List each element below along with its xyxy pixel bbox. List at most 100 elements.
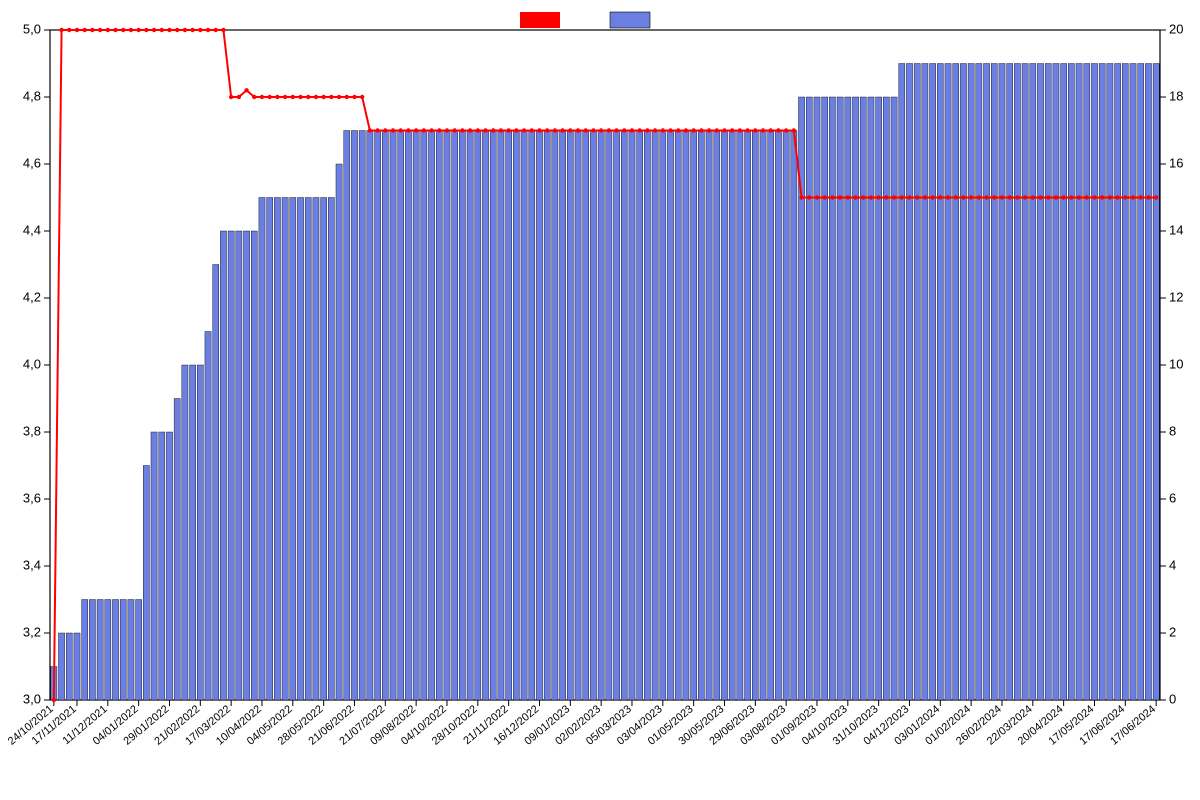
- line-marker: [853, 195, 857, 199]
- line-marker: [244, 88, 248, 92]
- line-marker: [345, 95, 349, 99]
- bar: [259, 198, 265, 701]
- bar: [428, 131, 434, 701]
- bar: [89, 600, 95, 701]
- legend-swatch-bar: [610, 12, 650, 28]
- line-marker: [144, 28, 148, 32]
- bar: [783, 131, 789, 701]
- line-marker: [167, 28, 171, 32]
- bar: [1061, 64, 1067, 701]
- bar: [660, 131, 666, 701]
- bar: [729, 131, 735, 701]
- bar: [829, 97, 835, 700]
- y-left-tick-label: 3,4: [23, 557, 41, 572]
- bar: [58, 633, 64, 700]
- bar: [1122, 64, 1128, 701]
- bar: [136, 600, 142, 701]
- line-marker: [645, 128, 649, 132]
- bar: [529, 131, 535, 701]
- bar: [1045, 64, 1051, 701]
- bar: [436, 131, 442, 701]
- bar: [351, 131, 357, 701]
- line-marker: [815, 195, 819, 199]
- line-marker: [807, 195, 811, 199]
- line-marker: [329, 95, 333, 99]
- bar: [999, 64, 1005, 701]
- bar: [1007, 64, 1013, 701]
- line-marker: [1046, 195, 1050, 199]
- line-marker: [969, 195, 973, 199]
- bar: [930, 64, 936, 701]
- line-marker: [738, 128, 742, 132]
- bar: [1091, 64, 1097, 701]
- bar: [1037, 64, 1043, 701]
- line-marker: [90, 28, 94, 32]
- line-marker: [792, 128, 796, 132]
- line-marker: [938, 195, 942, 199]
- bar: [613, 131, 619, 701]
- bar: [691, 131, 697, 701]
- line-marker: [892, 195, 896, 199]
- line-marker: [337, 95, 341, 99]
- bar: [228, 231, 234, 700]
- y-right-tick-label: 8: [1169, 423, 1176, 438]
- bar: [182, 365, 188, 700]
- bar: [498, 131, 504, 701]
- chart-svg: 3,03,23,43,63,84,04,24,44,64,85,00246810…: [0, 0, 1200, 800]
- bar: [567, 131, 573, 701]
- line-marker: [537, 128, 541, 132]
- line-marker: [907, 195, 911, 199]
- bar: [313, 198, 319, 701]
- line-marker: [830, 195, 834, 199]
- bar: [891, 97, 897, 700]
- bar: [375, 131, 381, 701]
- bar: [868, 97, 874, 700]
- bar: [282, 198, 288, 701]
- bar: [1115, 64, 1121, 701]
- line-marker: [869, 195, 873, 199]
- bar: [166, 432, 172, 700]
- line-marker: [1115, 195, 1119, 199]
- bar: [675, 131, 681, 701]
- bar: [583, 131, 589, 701]
- bar: [791, 131, 797, 701]
- line-marker: [653, 128, 657, 132]
- line-marker: [915, 195, 919, 199]
- line-marker: [452, 128, 456, 132]
- y-left-tick-label: 4,0: [23, 356, 41, 371]
- bar: [521, 131, 527, 701]
- bar: [1145, 64, 1151, 701]
- line-marker: [614, 128, 618, 132]
- line-marker: [1146, 195, 1150, 199]
- line-marker: [391, 128, 395, 132]
- bar: [621, 131, 627, 701]
- bar: [714, 131, 720, 701]
- line-marker: [1069, 195, 1073, 199]
- line-marker: [607, 128, 611, 132]
- line-marker: [375, 128, 379, 132]
- line-marker: [876, 195, 880, 199]
- line-marker: [352, 95, 356, 99]
- bar: [251, 231, 257, 700]
- line-marker: [383, 128, 387, 132]
- line-marker: [530, 128, 534, 132]
- bar: [937, 64, 943, 701]
- line-marker: [884, 195, 888, 199]
- line-marker: [568, 128, 572, 132]
- line-marker: [306, 95, 310, 99]
- bar: [814, 97, 820, 700]
- line-marker: [769, 128, 773, 132]
- line-marker: [75, 28, 79, 32]
- bar: [506, 131, 512, 701]
- bar: [467, 131, 473, 701]
- bar: [190, 365, 196, 700]
- line-marker: [684, 128, 688, 132]
- bar: [1022, 64, 1028, 701]
- line-marker: [152, 28, 156, 32]
- bar: [968, 64, 974, 701]
- bar: [213, 265, 219, 701]
- bar: [482, 131, 488, 701]
- bar: [97, 600, 103, 701]
- line-marker: [753, 128, 757, 132]
- y-left-tick-label: 4,4: [23, 222, 41, 237]
